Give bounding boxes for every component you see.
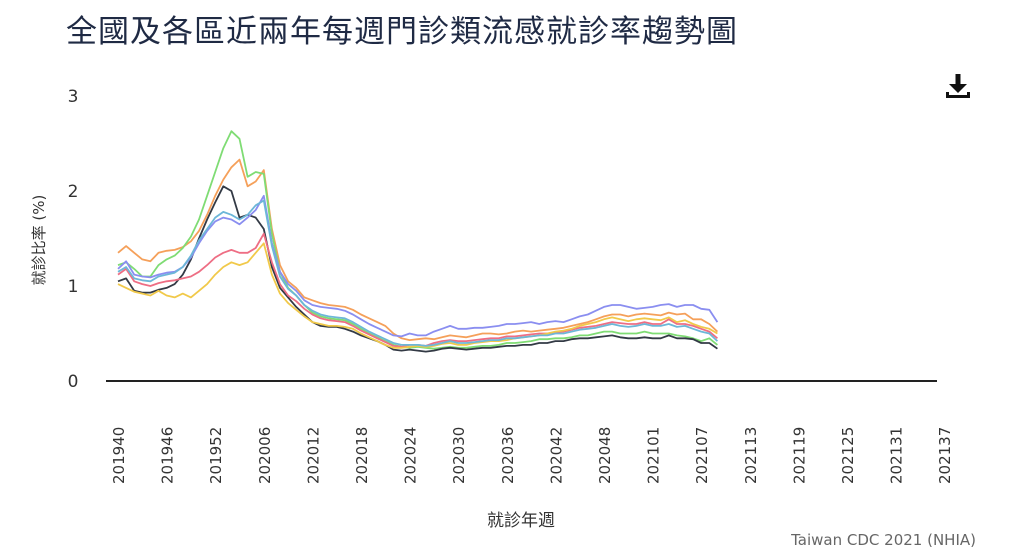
x-axis-label: 就診年週	[487, 511, 555, 531]
x-tick-label: 201946	[159, 427, 177, 484]
x-tick-label: 202012	[304, 427, 322, 484]
x-tick-label: 201952	[207, 427, 225, 484]
y-axis-label: 就診比率 (%)	[30, 195, 48, 286]
x-tick-label: 202030	[450, 427, 468, 484]
x-tick-label: 202006	[256, 427, 274, 484]
x-tick-label: 202137	[936, 427, 954, 484]
x-tick-label: 202125	[839, 427, 857, 484]
x-tick-label: 202036	[499, 427, 517, 484]
series-line-3	[117, 185, 718, 353]
series-line-6	[117, 242, 718, 349]
x-tick-label: 202119	[790, 427, 808, 484]
page-title: 全國及各區近兩年每週門診類流感就診率趨勢圖	[66, 14, 738, 50]
x-tick-label: 202018	[353, 427, 371, 484]
download-icon[interactable]	[944, 72, 972, 100]
x-tick-label: 202131	[888, 427, 906, 484]
x-tick-label: 202024	[402, 427, 420, 484]
x-tick-label: 202048	[596, 427, 614, 484]
x-tick-label: 202113	[742, 427, 760, 484]
x-tick-label: 201940	[110, 427, 128, 484]
series-line-5	[117, 232, 718, 348]
source-credit: Taiwan CDC 2021 (NHIA)	[791, 531, 976, 549]
x-tick-label: 202101	[645, 427, 663, 484]
series-line-7	[117, 199, 719, 347]
x-tick-label: 202042	[547, 427, 565, 484]
x-tick-label: 202107	[693, 427, 711, 484]
y-tick-label: 2	[68, 182, 79, 202]
y-tick-label: 1	[68, 277, 79, 297]
series-line-1	[117, 158, 719, 342]
series-line-4	[117, 194, 719, 338]
y-tick-label: 3	[68, 87, 79, 107]
y-tick-label: 0	[68, 372, 79, 392]
